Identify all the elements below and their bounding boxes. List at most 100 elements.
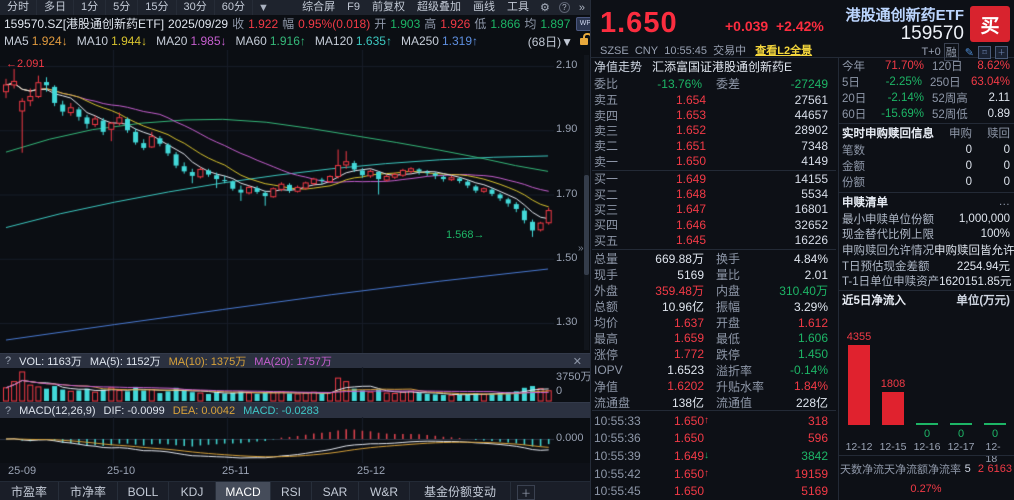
lock-icon[interactable] xyxy=(580,32,592,45)
period-tab-2[interactable]: 1分 xyxy=(74,0,107,15)
ma-value: 1.635↑ xyxy=(355,34,392,48)
help-icon[interactable]: ? xyxy=(558,2,570,13)
tick-price: 1.650 xyxy=(673,431,704,446)
subscribe-header: 实时申购赎回信息 申购 赎回 xyxy=(842,128,1010,140)
flow-date: 12-12 xyxy=(845,441,873,453)
stats-row: 流通盘 138亿 流通值 228亿 xyxy=(594,394,836,410)
quote-time: 10:55:45 xyxy=(664,45,708,57)
orderbook-row: 卖二 1.651 7348 xyxy=(594,138,836,154)
volume-chart-canvas[interactable] xyxy=(0,367,554,402)
book-price[interactable]: 1.654 xyxy=(675,92,706,107)
bar-count-label[interactable]: (68日)▼ xyxy=(527,34,573,49)
header-icons: T+0 融 ✎ ⌑ ＋ xyxy=(921,43,1008,61)
orderbook-row: 买五 1.645 16226 xyxy=(594,233,836,248)
gear-icon[interactable]: ⚙ xyxy=(540,2,550,14)
vol-readout: VOL: 1163万 xyxy=(19,356,82,368)
book-price[interactable]: 1.649 xyxy=(675,171,706,186)
time-tick: 25-09 xyxy=(8,465,37,477)
chart-scrollbar-thumb[interactable] xyxy=(584,175,589,275)
book-volume: 28902 xyxy=(794,123,828,138)
toolbar: 分时 多日 1分 5分 15分 30分 60分 ▼ 综合屏 F9 前复权 超级叠加 画线 工具 ⚙ ?… xyxy=(0,0,590,16)
ma-value: 1.319↑ xyxy=(441,34,479,48)
panel-row: 净值走势 汇添富国证港股通创新药E xyxy=(594,58,836,75)
period-tab-0[interactable]: 分时 xyxy=(0,0,37,15)
book-price[interactable]: 1.652 xyxy=(675,123,706,138)
buy-button[interactable]: 买 xyxy=(970,6,1010,42)
book-price[interactable]: 1.653 xyxy=(675,108,706,123)
book-price[interactable]: 1.648 xyxy=(675,187,706,202)
close-icon[interactable]: ✕ xyxy=(572,355,582,368)
period-tab-1[interactable]: 多日 xyxy=(37,0,74,15)
period-tabs: 分时 多日 1分 5分 15分 30分 60分 xyxy=(0,0,253,15)
vol-help-icon[interactable]: ? xyxy=(5,355,12,367)
nav-title[interactable]: 净值走势 xyxy=(594,60,643,74)
indicator-tab-市净率[interactable]: 市净率 xyxy=(59,482,118,500)
l2-link[interactable]: 查看L2全景 xyxy=(755,45,813,57)
period-tab-5[interactable]: 30分 xyxy=(177,0,215,15)
ma-label: MA250 xyxy=(400,34,439,48)
indicator-tab-KDJ[interactable]: KDJ xyxy=(169,482,216,500)
axis-expand-icon[interactable]: » xyxy=(578,243,584,254)
menu-item-0[interactable]: 综合屏 xyxy=(302,1,336,13)
book-price[interactable]: 1.647 xyxy=(675,202,706,217)
indicator-tab-MACD[interactable]: MACD xyxy=(216,482,271,500)
tick-row: 10:55:45 1.650 5169 xyxy=(594,482,836,500)
add-indicator-icon[interactable]: ＋ xyxy=(517,485,535,500)
menu-item-3[interactable]: 超级叠加 xyxy=(417,1,461,13)
period-dropdown-icon[interactable]: ▼ xyxy=(258,1,269,14)
stat-value: 1.6523 xyxy=(667,363,704,378)
stat-value: 1.450 xyxy=(797,347,828,362)
period-tab-6[interactable]: 60分 xyxy=(215,0,253,15)
macd-chart-canvas[interactable] xyxy=(0,417,554,463)
stats-row: 总量 669.88万 换手 4.84% xyxy=(594,251,836,267)
shenshu-row: T-1日单位申赎资产 1620151.85元 xyxy=(842,273,1011,289)
tick-volume: 5169 xyxy=(801,484,828,499)
flow-bar-value: 4355 xyxy=(846,331,872,343)
indicator-tab-RSI[interactable]: RSI xyxy=(271,482,312,500)
flow-bar-value: 0 xyxy=(991,428,999,440)
stat-value: 669.88万 xyxy=(655,252,704,267)
price-tick: 1.30 xyxy=(556,316,578,328)
indicator-tab-BOLL[interactable]: BOLL xyxy=(118,482,169,500)
book-price[interactable]: 1.646 xyxy=(675,217,706,232)
subscribe-row: 笔数 0 0 xyxy=(842,144,1010,157)
stat-value: 138亿 xyxy=(671,395,704,410)
stats-row: 涨停 1.772 跌停 1.450 xyxy=(594,346,836,362)
ma-value: 1.924↓ xyxy=(31,34,68,48)
stats-row: 净值 1.6202 升贴水率 1.84% xyxy=(594,378,836,394)
orderbook-row: 卖五 1.654 27561 xyxy=(594,92,836,108)
flow-bar-value: 0 xyxy=(923,428,931,440)
indicator-tab-SAR[interactable]: SAR xyxy=(312,482,359,500)
more-link[interactable]: … xyxy=(998,196,1011,208)
indicator-tab-W&R[interactable]: W&R xyxy=(359,482,410,500)
window-icon[interactable]: ⌑ xyxy=(978,45,991,59)
menu-item-4[interactable]: 画线 xyxy=(473,1,495,13)
menu-item-1[interactable]: F9 xyxy=(347,1,360,13)
tick-row: 10:55:36 1.650 596 xyxy=(594,430,836,448)
tick-price: 1.650 xyxy=(673,413,704,428)
stats-row: 总额 10.96亿 振幅 3.29% xyxy=(594,299,836,315)
period-tab-4[interactable]: 15分 xyxy=(138,0,177,15)
orderbook-row: 买一 1.649 14155 xyxy=(594,171,836,187)
period-tab-3[interactable]: 5分 xyxy=(106,0,139,15)
kline-chart-canvas[interactable] xyxy=(0,50,554,353)
flow-summary-value: 0.27% xyxy=(910,483,942,495)
book-price[interactable]: 1.651 xyxy=(675,138,706,153)
fund-full-name: 汇添富国证港股通创新药E xyxy=(652,60,793,74)
stat-value: 3.29% xyxy=(793,299,828,314)
add-icon[interactable]: ＋ xyxy=(995,45,1008,59)
book-price[interactable]: 1.645 xyxy=(675,233,706,248)
macd-help-icon[interactable]: ? xyxy=(5,404,12,417)
range-value: 0.95%(0.018) xyxy=(298,16,371,31)
indicator-tab-基金份额变动[interactable]: 基金份额变动 xyxy=(410,482,511,500)
close-value: 1.922 xyxy=(248,16,279,31)
book-price[interactable]: 1.650 xyxy=(675,154,706,169)
menu-item-5[interactable]: 工具 xyxy=(507,1,529,13)
tick-volume: 3842 xyxy=(801,448,828,463)
period-high-annotation: ←2.091 xyxy=(6,58,45,70)
indicator-tab-市盈率[interactable]: 市盈率 xyxy=(0,482,59,500)
orderbook-row: 买四 1.646 32652 xyxy=(594,217,836,233)
edit-icon[interactable]: ✎ xyxy=(964,46,974,59)
more-icon[interactable]: » xyxy=(578,1,585,14)
menu-item-2[interactable]: 前复权 xyxy=(372,1,405,13)
